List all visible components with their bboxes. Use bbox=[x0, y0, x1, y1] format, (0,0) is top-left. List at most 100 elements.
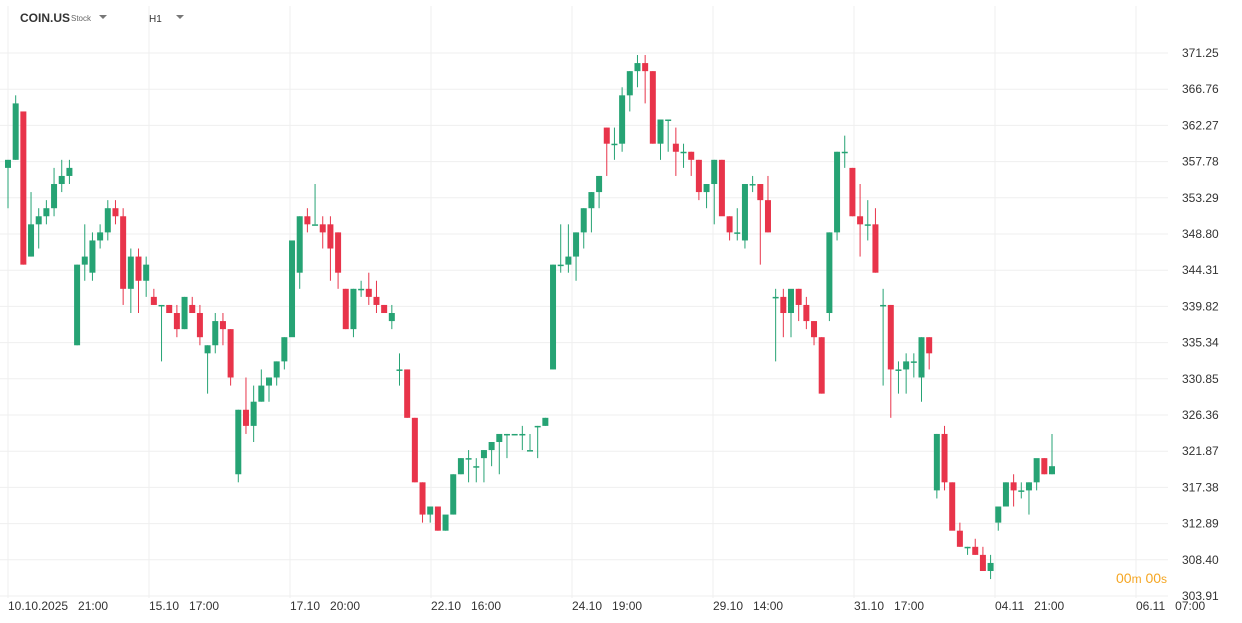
y-tick-label: 353.29 bbox=[1182, 191, 1219, 205]
candle bbox=[703, 184, 710, 209]
chevron-down-icon[interactable] bbox=[99, 15, 107, 19]
candle bbox=[603, 127, 610, 176]
candle bbox=[726, 216, 733, 241]
candle-body bbox=[112, 208, 119, 217]
candle-body bbox=[51, 184, 58, 209]
symbol-type-label: Stock bbox=[71, 14, 92, 23]
candle-body bbox=[964, 546, 971, 549]
x-tick-label: 10.10.2025 21:00 bbox=[8, 599, 108, 613]
candle bbox=[227, 329, 234, 386]
x-tick-label: 29.10 14:00 bbox=[713, 599, 783, 613]
candle-body bbox=[788, 288, 794, 314]
x-tick-label: 15.10 17:00 bbox=[149, 599, 219, 613]
candle-body bbox=[849, 167, 856, 217]
candle-body bbox=[335, 232, 342, 273]
candle-body bbox=[350, 288, 357, 330]
candle bbox=[127, 248, 134, 314]
candle-body bbox=[718, 159, 725, 217]
candle-body bbox=[596, 175, 603, 193]
timer-minutes-unit: m bbox=[1131, 572, 1142, 586]
candle bbox=[695, 159, 702, 201]
candle-body bbox=[281, 337, 288, 362]
candle bbox=[112, 200, 119, 225]
candle-body bbox=[688, 151, 695, 160]
candle bbox=[28, 192, 35, 257]
candle-body bbox=[28, 224, 35, 257]
candle bbox=[404, 369, 411, 418]
candle-body bbox=[258, 385, 265, 402]
candle-body bbox=[818, 337, 825, 394]
candle-body bbox=[519, 433, 526, 436]
candle-body bbox=[227, 329, 234, 378]
timer-seconds: 00 bbox=[1145, 570, 1162, 586]
candle bbox=[273, 361, 280, 386]
candle bbox=[642, 55, 649, 104]
candle-body bbox=[120, 216, 127, 289]
y-tick-label: 308.40 bbox=[1182, 553, 1219, 567]
candle-body bbox=[1018, 490, 1025, 492]
candle bbox=[5, 159, 11, 209]
price-axis: 371.25 366.76 362.27 357.78 353.29 348.80 344.… bbox=[1182, 46, 1219, 603]
x-tick-label: 17.10 20:00 bbox=[290, 599, 360, 613]
candle bbox=[173, 304, 180, 338]
candle-body bbox=[749, 184, 756, 186]
candle bbox=[580, 208, 587, 249]
candle-body bbox=[926, 337, 933, 354]
candle bbox=[764, 175, 771, 233]
candle bbox=[849, 167, 856, 217]
x-tick-label: 04.11 21:00 bbox=[995, 599, 1064, 613]
candle bbox=[1025, 482, 1032, 515]
candle bbox=[634, 55, 641, 88]
candle-body bbox=[35, 216, 42, 225]
candle-body bbox=[764, 200, 771, 233]
candle-body bbox=[857, 216, 864, 225]
candle-body bbox=[972, 546, 979, 555]
candle bbox=[818, 337, 825, 394]
candle-body bbox=[66, 167, 73, 176]
candle-body bbox=[741, 184, 748, 241]
candle-body bbox=[442, 514, 449, 531]
candle bbox=[219, 313, 226, 346]
candle-body bbox=[772, 296, 779, 299]
candle-body bbox=[672, 143, 679, 152]
candle-body bbox=[427, 506, 434, 515]
candle bbox=[104, 200, 111, 241]
candle bbox=[795, 288, 802, 322]
candle-body bbox=[665, 119, 672, 122]
candle bbox=[926, 337, 933, 370]
candle-body bbox=[550, 264, 557, 370]
y-tick-label: 335.34 bbox=[1182, 336, 1219, 350]
candle-body bbox=[757, 184, 764, 201]
candle bbox=[1049, 433, 1055, 475]
candle bbox=[312, 184, 319, 226]
candle-body bbox=[841, 151, 848, 154]
candle-body bbox=[127, 256, 134, 289]
candle bbox=[457, 458, 464, 475]
candle-body bbox=[373, 296, 380, 305]
timeframe-label[interactable]: H1 bbox=[149, 14, 162, 25]
candle-body bbox=[473, 466, 480, 468]
candle bbox=[995, 506, 1002, 531]
candle-body bbox=[173, 313, 180, 330]
candle bbox=[266, 377, 272, 402]
candle-body bbox=[580, 208, 587, 233]
candle-body bbox=[695, 159, 702, 193]
candle-body bbox=[649, 71, 656, 144]
candle bbox=[718, 159, 725, 217]
candle-body bbox=[887, 304, 894, 370]
candle-body bbox=[534, 425, 541, 428]
candle bbox=[358, 280, 365, 297]
symbol-label[interactable]: COIN.US bbox=[20, 11, 71, 25]
candle-body bbox=[273, 361, 280, 378]
candle bbox=[887, 304, 894, 418]
candle-body bbox=[703, 184, 710, 193]
chevron-down-icon[interactable] bbox=[176, 15, 184, 19]
candle bbox=[212, 313, 219, 354]
candle bbox=[619, 87, 626, 152]
candle-body bbox=[542, 417, 549, 426]
candle bbox=[588, 192, 595, 233]
candle bbox=[342, 288, 349, 330]
candle-body bbox=[97, 232, 104, 241]
y-tick-label: 357.78 bbox=[1182, 155, 1219, 169]
